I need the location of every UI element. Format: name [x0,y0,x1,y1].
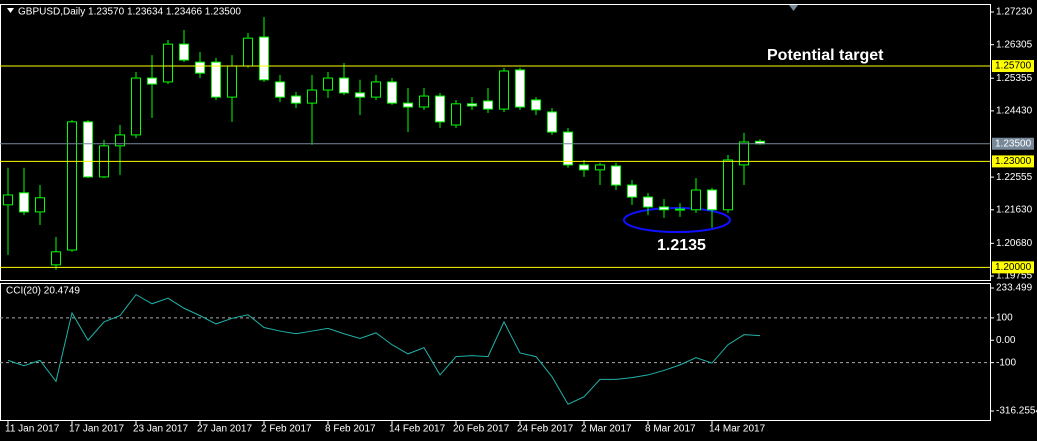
candle-body [451,103,461,126]
y-tick-label: 1.24430 [996,106,1033,117]
annotation: Potential target [767,47,884,64]
candle-body [547,111,557,133]
y-tick-label: 100 [996,313,1013,324]
candle-body [579,164,589,171]
candle-body [419,95,429,108]
candle-body [275,81,285,98]
y-tick-label: 1.22555 [996,172,1033,183]
highlight-ellipse [623,207,731,233]
candle-body [707,189,717,211]
candle-body [675,208,685,211]
candle-body [115,134,125,147]
x-tick-label: 20 Feb 2017 [453,424,510,435]
candle-body [307,89,317,104]
candle-body [3,194,13,206]
candle-body [19,192,29,213]
candle-body [739,141,749,166]
x-tick-label: 14 Mar 2017 [709,424,766,435]
y-tick-label: -316.2554 [996,406,1037,417]
bid-label: 1.23500 [995,138,1032,149]
candle-body [403,102,413,108]
x-tick-label: 14 Feb 2017 [389,424,446,435]
candle-body [531,99,541,111]
candle-body [195,61,205,74]
candle-body [467,103,477,107]
cci-line [7,293,761,405]
x-tick-label: 8 Feb 2017 [325,424,376,435]
menu-arrow[interactable] [7,8,14,13]
candle-body [371,81,381,98]
x-tick-label: 23 Jan 2017 [133,424,188,435]
candle-body [67,121,77,251]
y-tick-label: 1.21630 [996,204,1033,215]
y-tick-label: 1.26305 [996,39,1033,50]
x-tick-label: 2 Mar 2017 [581,424,632,435]
y-tick-label: 233.499 [996,283,1033,294]
x-tick-label: 27 Jan 2017 [197,424,252,435]
candle-body [355,92,365,98]
candle-body [83,121,93,178]
x-tick-label: 2 Feb 2017 [261,424,312,435]
bid-label-bg [992,137,1034,150]
candle-body [627,184,637,198]
level-label-bg [992,261,1034,274]
candle-body [659,206,669,211]
y-tick-label: 1.20680 [996,238,1033,249]
candle-body [131,77,141,136]
candle-body [147,77,157,85]
level-label: 1.23000 [995,156,1032,167]
candle-body [723,159,733,211]
candle-body [515,69,525,108]
x-tick-label: 8 Mar 2017 [645,424,696,435]
annotation: 1.2135 [657,237,706,254]
candle-body [211,61,221,98]
candle-body [227,65,237,98]
candle-body [179,43,189,61]
x-tick-label: 24 Feb 2017 [517,424,574,435]
y-tick-label: -100 [996,357,1016,368]
candle-body [499,70,509,110]
candle-body [611,165,621,186]
y-tick-label: 0.00 [996,335,1016,346]
cci-panel [0,283,991,421]
candle-body [483,100,493,110]
candle-body [35,197,45,213]
level-label: 1.25700 [995,61,1032,72]
level-label-bg [992,60,1034,73]
candle-body [163,43,173,83]
candle-body [435,95,445,123]
candle-body [691,189,701,211]
candle-body [259,36,269,81]
y-tick-label: 1.25355 [996,73,1033,84]
y-tick-label: 1.27230 [996,7,1033,18]
candle-body [387,81,397,104]
price-panel [0,4,991,281]
level-label: 1.20000 [995,262,1032,273]
x-tick-label: 11 Jan 2017 [5,424,60,435]
candle-body [563,131,573,166]
level-label-bg [992,155,1034,168]
candle-body [339,77,349,94]
y-tick-label: 1.19755 [996,271,1033,282]
candle-body [51,251,61,266]
candle-body [643,196,653,208]
x-tick-label: 17 Jan 2017 [69,424,124,435]
candle-body [595,164,605,171]
price-title: GBPUSD,Daily 1.23570 1.23634 1.23466 1.2… [18,7,241,18]
candle-body [243,37,253,67]
candle-body [291,95,301,104]
shift-marker [789,5,798,11]
cci-title: CCI(20) 20.4749 [6,286,80,297]
candle-body [323,77,333,91]
